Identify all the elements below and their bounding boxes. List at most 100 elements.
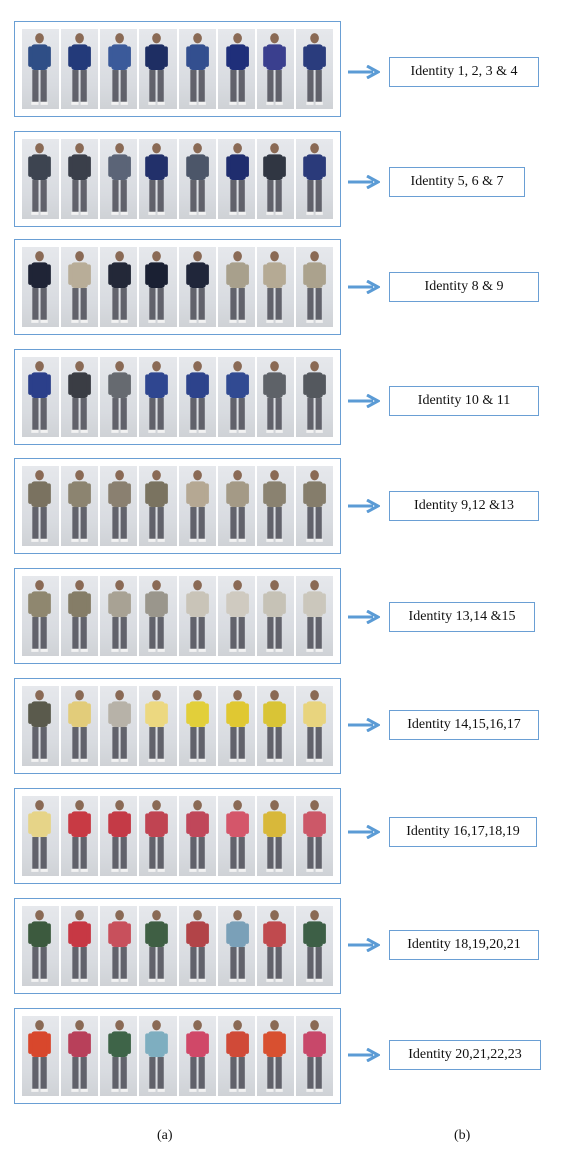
figure-part: [306, 538, 314, 542]
figure-part: [40, 101, 48, 105]
figure-part: [230, 727, 237, 759]
figure-part: [108, 483, 113, 504]
figure-part: [71, 481, 88, 508]
arrow-head: [366, 1048, 380, 1062]
figure-part: [230, 398, 237, 430]
person-figure: [68, 470, 92, 542]
figure-part: [275, 617, 282, 649]
figure-part: [230, 617, 237, 649]
figure-part: [266, 868, 274, 872]
figure-part: [157, 868, 166, 872]
figure-part: [157, 758, 166, 762]
figure-part: [40, 947, 47, 979]
figure-part: [127, 923, 132, 944]
figure-part: [68, 813, 73, 834]
person-image: [295, 576, 333, 656]
figure-part: [315, 648, 323, 652]
figure-part: [306, 319, 314, 323]
figure-part: [86, 813, 92, 834]
figure-part: [238, 868, 246, 872]
figure-part: [228, 211, 237, 215]
figure-part: [238, 947, 245, 979]
person-figure: [68, 690, 92, 762]
figure-part: [307, 288, 314, 320]
figure-part: [111, 921, 129, 948]
figure-part: [238, 837, 245, 869]
figure-part: [72, 288, 79, 320]
figure-part: [204, 46, 209, 67]
figure-part: [238, 648, 246, 652]
figure-part: [228, 429, 237, 433]
figure-part: [71, 648, 79, 652]
figure-part: [189, 180, 197, 212]
person-figure: [262, 800, 286, 872]
figure-part: [192, 143, 202, 154]
image-strip: [14, 239, 341, 335]
person-figure: [108, 1020, 132, 1092]
figure-part: [148, 1031, 166, 1058]
figure-part: [127, 156, 132, 177]
figure-part: [310, 800, 319, 811]
figure-part: [188, 538, 197, 542]
person-figure: [145, 910, 169, 982]
figure-part: [115, 1020, 125, 1031]
person-image: [139, 247, 177, 327]
figure-part: [275, 868, 283, 872]
person-figure: [28, 800, 51, 872]
figure-part: [321, 923, 326, 944]
figure-part: [31, 758, 39, 762]
person-figure: [303, 361, 326, 433]
figure-part: [198, 429, 206, 433]
figure-part: [164, 703, 169, 724]
figure-part: [120, 727, 128, 759]
identity-label: Identity 14,15,16,17: [389, 710, 539, 740]
figure-part: [46, 156, 51, 177]
figure-part: [306, 868, 314, 872]
figure-part: [72, 398, 79, 430]
figure-part: [266, 1031, 283, 1058]
image-strip: [14, 21, 341, 117]
figure-part: [228, 101, 237, 105]
figure-part: [145, 593, 150, 614]
figure-part: [145, 483, 150, 504]
figure-part: [225, 483, 230, 504]
figure-part: [306, 262, 323, 289]
person-figure: [145, 1020, 169, 1092]
figure-part: [225, 156, 230, 177]
person-image: [256, 357, 294, 437]
figure-part: [157, 617, 165, 649]
person-image: [61, 1016, 99, 1096]
figure-part: [120, 507, 128, 539]
figure-part: [188, 701, 206, 728]
arrow-right-icon: [348, 938, 380, 952]
figure-part: [310, 143, 319, 154]
person-figure: [108, 690, 132, 762]
person-image: [61, 247, 99, 327]
figure-part: [228, 811, 246, 838]
figure-part: [112, 617, 119, 649]
figure-part: [185, 374, 190, 395]
figure-part: [164, 593, 169, 614]
figure-part: [269, 361, 279, 372]
figure-part: [266, 44, 283, 71]
person-image: [100, 466, 138, 546]
figure-part: [71, 1088, 79, 1092]
person-image: [295, 686, 333, 766]
figure-part: [275, 319, 283, 323]
figure-part: [127, 483, 132, 504]
figure-part: [198, 727, 205, 759]
person-figure: [108, 33, 132, 105]
figure-part: [198, 837, 205, 869]
figure-part: [149, 617, 156, 649]
person-image: [295, 796, 333, 876]
figure-part: [204, 156, 209, 177]
figure-part: [266, 591, 283, 618]
figure-part: [238, 288, 245, 320]
figure-part: [232, 800, 242, 811]
figure-part: [315, 538, 323, 542]
figure-part: [189, 837, 197, 869]
figure-part: [232, 580, 242, 591]
figure-part: [32, 1057, 39, 1089]
person-figure: [185, 361, 209, 433]
person-image: [61, 139, 99, 219]
